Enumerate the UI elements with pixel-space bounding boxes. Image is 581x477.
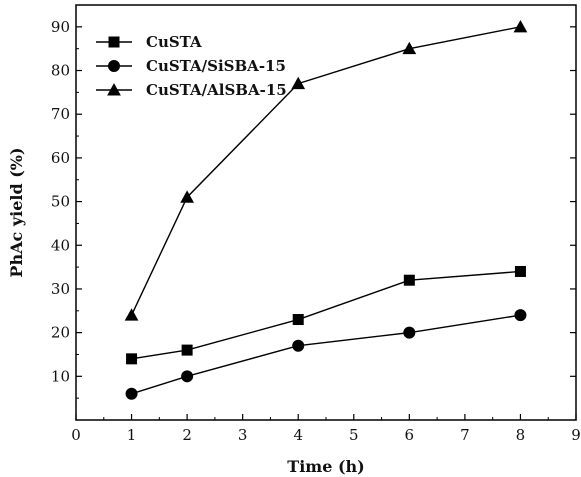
data-point xyxy=(124,308,139,321)
axis-ticks: 0 1 2 3 4 5 6 7 8 9 10 20 30 40 50 60 70 80 90 xyxy=(51,18,581,444)
y-axis-title: PhAc yield (%) xyxy=(7,147,26,277)
data-point xyxy=(180,190,194,203)
data-point xyxy=(181,344,193,356)
legend-marker xyxy=(107,83,121,96)
data-point xyxy=(403,326,416,339)
data-point xyxy=(403,274,415,286)
data-point xyxy=(126,353,138,365)
data-series xyxy=(124,19,528,400)
legend-label: CuSTA/SiSBA-15 xyxy=(146,57,286,75)
y-tick-label: 20 xyxy=(51,324,70,342)
legend-entry-2: CuSTA/SiSBA-15 xyxy=(96,57,286,75)
x-tick-label: 3 xyxy=(238,426,248,444)
legend-label: CuSTA/AlSBA-15 xyxy=(146,81,287,99)
x-tick-label: 6 xyxy=(405,426,415,444)
y-tick-label: 40 xyxy=(51,236,70,254)
x-tick-label: 7 xyxy=(460,426,470,444)
legend-entry-3: CuSTA/AlSBA-15 xyxy=(96,81,287,99)
x-tick-label: 5 xyxy=(349,426,359,444)
y-tick-label: 50 xyxy=(51,193,70,211)
legend: CuSTA CuSTA/SiSBA-15 CuSTA/AlSBA-15 xyxy=(96,33,287,99)
x-tick-label: 1 xyxy=(127,426,137,444)
series-1 xyxy=(126,265,526,365)
data-point xyxy=(514,309,527,322)
data-point xyxy=(125,387,138,400)
y-tick-label: 10 xyxy=(51,367,70,385)
x-tick-label: 4 xyxy=(293,426,303,444)
series-3 xyxy=(124,19,528,321)
series-2 xyxy=(125,309,527,400)
y-tick-label: 70 xyxy=(51,105,70,123)
data-point xyxy=(513,19,528,33)
data-point xyxy=(292,339,305,352)
y-tick-label: 60 xyxy=(51,149,70,167)
data-point xyxy=(291,76,306,90)
legend-label: CuSTA xyxy=(146,33,202,51)
legend-entry-1: CuSTA xyxy=(96,33,202,51)
x-axis-title: Time (h) xyxy=(287,457,364,476)
x-tick-label: 2 xyxy=(182,426,192,444)
legend-marker xyxy=(108,60,120,72)
data-point xyxy=(181,370,194,383)
x-tick-label: 9 xyxy=(571,426,581,444)
y-tick-label: 80 xyxy=(51,62,70,80)
data-point xyxy=(292,314,304,326)
x-tick-label: 8 xyxy=(516,426,526,444)
y-tick-label: 30 xyxy=(51,280,70,298)
legend-marker xyxy=(108,36,120,48)
data-point xyxy=(514,265,526,277)
y-tick-label: 90 xyxy=(51,18,70,36)
x-tick-label: 0 xyxy=(71,426,81,444)
data-point xyxy=(402,41,417,55)
